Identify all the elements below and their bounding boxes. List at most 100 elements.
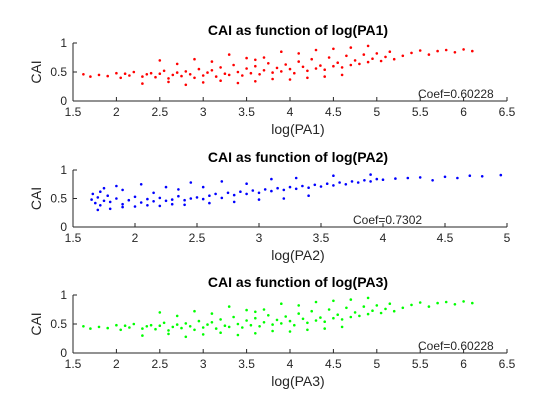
data-point [183,203,186,207]
data-point [195,196,199,199]
data-point [418,176,422,179]
data-point [201,333,205,336]
data-point [210,321,214,324]
data-point [284,63,288,66]
data-point [236,333,240,337]
data-point [193,76,196,80]
x-tick-label: 5.5 [412,357,429,371]
data-point [332,299,335,303]
data-point [456,176,459,180]
data-point [89,327,92,330]
chart-title: CAI as function of log(PA1) [208,22,388,38]
chart-title: CAI as function of log(PA2) [208,149,388,165]
data-point [306,321,309,325]
data-point [444,48,448,52]
data-point [89,75,92,78]
data-point [232,63,235,67]
x-tick-label: 4.5 [437,231,454,245]
data-point [251,189,255,192]
data-point [254,332,257,335]
data-point [121,202,124,206]
data-point [220,196,224,200]
coef-annotation: Coef=0.60228 [418,87,494,101]
data-point [297,60,301,63]
data-point [154,327,157,331]
data-point [167,332,170,336]
data-point [288,319,292,323]
data-point [162,321,166,325]
data-point [232,193,236,197]
data-point [171,325,175,329]
data-point [219,79,222,82]
data-point [133,195,137,199]
data-point [121,205,124,209]
data-point [254,58,257,62]
data-point [410,303,413,307]
x-tick-label: 5 [373,357,380,371]
x-tick-label: 1.5 [65,357,82,371]
data-point [119,76,122,80]
y-axis-label: CAI [28,187,44,210]
data-point [188,73,192,76]
data-point [236,81,240,85]
data-point [356,181,360,184]
data-point [96,208,100,212]
data-point [115,197,118,200]
data-point [381,178,385,181]
data-point [91,192,95,196]
data-point [275,66,279,70]
data-point [297,52,301,55]
data-point [97,325,101,329]
data-point [284,315,288,318]
data-point [262,56,266,59]
data-point [236,322,240,326]
data-point [184,70,188,73]
data-point [307,186,310,189]
data-point [152,200,155,203]
data-point [313,183,317,187]
subplot-2: 1.5 2 2.5 3 3.5 4 4.5 5 0 0.5 1 CAI as function of … [28,149,511,263]
data-point [223,324,227,328]
data-point [106,194,109,197]
x-tick-label: 6.5 [499,105,516,119]
data-point [167,329,170,332]
data-point [336,61,340,64]
data-point [384,55,387,59]
data-point [82,325,85,328]
y-tick-label: 0.5 [50,192,67,206]
data-point [293,71,296,75]
data-point [139,183,143,186]
data-point [358,62,361,66]
data-point [115,184,118,188]
data-point [254,64,257,68]
data-point [336,313,340,317]
data-point [288,185,292,189]
data-point [220,180,224,183]
data-point [188,325,192,328]
data-point [232,200,236,204]
data-point [170,198,174,201]
coef-annotation: Coef=0.60228 [418,339,494,353]
x-tick-label: 2.5 [151,105,168,119]
data-point [270,189,273,193]
data-point [146,197,149,201]
data-point [249,323,253,327]
data-point [288,67,292,71]
data-point [193,328,196,332]
data-point [127,198,131,202]
data-point [206,71,209,74]
data-point [323,75,327,78]
data-point [462,300,465,303]
data-point [175,323,179,326]
data-point [82,73,85,76]
data-point [340,73,344,77]
data-point [99,190,102,193]
data-point [149,323,153,327]
x-tick-label: 5.5 [412,105,429,119]
data-point [349,315,353,319]
data-point [301,184,304,188]
data-point [294,176,298,180]
data-point [99,204,102,207]
data-point [375,177,379,181]
